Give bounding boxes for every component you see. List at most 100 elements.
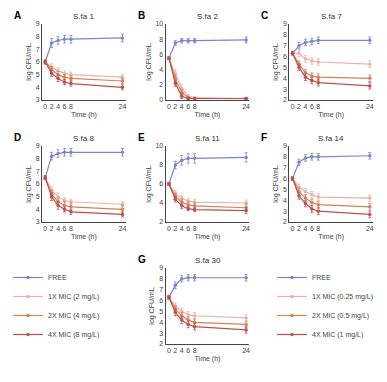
svg-text:24: 24: [366, 103, 374, 110]
svg-text:S.fa 8: S.fa 8: [73, 134, 94, 143]
svg-text:S.fa 7: S.fa 7: [321, 12, 342, 21]
svg-text:9: 9: [36, 20, 40, 27]
svg-text:6: 6: [36, 58, 40, 65]
svg-text:4X MIC (8 mg/L): 4X MIC (8 mg/L): [48, 331, 99, 339]
svg-text:4: 4: [159, 66, 163, 73]
svg-text:9: 9: [283, 142, 287, 149]
svg-text:4: 4: [159, 199, 163, 206]
svg-text:24: 24: [119, 103, 127, 110]
svg-text:2: 2: [159, 81, 163, 88]
svg-text:Time (h): Time (h): [318, 111, 344, 119]
svg-text:2X MIC (0.5 mg/L): 2X MIC (0.5 mg/L): [312, 312, 369, 320]
svg-text:4: 4: [283, 75, 287, 82]
svg-text:9: 9: [36, 142, 40, 149]
svg-text:6: 6: [63, 225, 67, 232]
svg-text:5: 5: [36, 71, 40, 78]
svg-text:log CFU/mL: log CFU/mL: [25, 165, 33, 202]
svg-text:8: 8: [36, 155, 40, 162]
svg-text:2: 2: [50, 225, 54, 232]
svg-text:5: 5: [36, 193, 40, 200]
svg-text:log CFU/mL: log CFU/mL: [145, 165, 153, 202]
svg-text:S.fa 1: S.fa 1: [73, 12, 94, 21]
svg-text:0: 0: [43, 103, 47, 110]
svg-text:6: 6: [310, 225, 314, 232]
svg-text:2X MIC (4 mg/L): 2X MIC (4 mg/L): [48, 312, 99, 320]
svg-text:4: 4: [303, 225, 307, 232]
svg-text:3: 3: [159, 330, 163, 337]
svg-text:4: 4: [56, 225, 60, 232]
svg-text:8: 8: [193, 103, 197, 110]
svg-text:0: 0: [167, 347, 171, 354]
svg-text:0: 0: [167, 103, 171, 110]
svg-text:8: 8: [193, 225, 197, 232]
svg-text:2: 2: [283, 96, 287, 103]
svg-text:1X MIC (2 mg/L): 1X MIC (2 mg/L): [48, 293, 99, 301]
svg-text:D: D: [14, 132, 21, 143]
svg-text:F: F: [261, 132, 267, 143]
svg-text:4X MIC (1 mg/L): 4X MIC (1 mg/L): [312, 331, 363, 339]
svg-text:2: 2: [283, 218, 287, 225]
svg-text:10: 10: [155, 20, 163, 27]
svg-text:2: 2: [173, 225, 177, 232]
svg-text:3: 3: [283, 208, 287, 215]
svg-text:log CFU/mL: log CFU/mL: [272, 165, 280, 202]
svg-text:4: 4: [36, 206, 40, 213]
svg-text:8: 8: [316, 225, 320, 232]
svg-text:6: 6: [159, 180, 163, 187]
svg-text:C: C: [261, 10, 268, 21]
svg-text:G: G: [138, 254, 146, 265]
svg-text:24: 24: [242, 347, 250, 354]
svg-text:5: 5: [283, 64, 287, 71]
svg-text:6: 6: [159, 51, 163, 58]
svg-text:8: 8: [316, 103, 320, 110]
svg-text:3: 3: [36, 218, 40, 225]
svg-text:2: 2: [159, 340, 163, 347]
svg-text:5: 5: [159, 308, 163, 315]
svg-text:4: 4: [56, 103, 60, 110]
svg-text:8: 8: [69, 103, 73, 110]
svg-text:log CFU/mL: log CFU/mL: [145, 43, 153, 80]
svg-text:log CFU/mL: log CFU/mL: [25, 43, 33, 80]
svg-text:6: 6: [159, 297, 163, 304]
svg-text:2: 2: [173, 103, 177, 110]
svg-text:Time (h): Time (h): [195, 233, 221, 241]
svg-text:8: 8: [193, 347, 197, 354]
svg-text:0: 0: [291, 225, 295, 232]
svg-text:24: 24: [242, 103, 250, 110]
svg-text:log CFU/mL: log CFU/mL: [272, 43, 280, 80]
svg-text:B: B: [138, 10, 145, 21]
svg-text:4: 4: [180, 103, 184, 110]
svg-text:9: 9: [283, 20, 287, 27]
svg-text:8: 8: [159, 36, 163, 43]
svg-text:S.fa 30: S.fa 30: [195, 256, 221, 265]
svg-text:0: 0: [291, 103, 295, 110]
svg-text:8: 8: [159, 161, 163, 168]
svg-text:7: 7: [36, 168, 40, 175]
svg-text:4: 4: [180, 347, 184, 354]
svg-text:4: 4: [283, 197, 287, 204]
svg-text:24: 24: [242, 225, 250, 232]
svg-text:4: 4: [159, 319, 163, 326]
svg-text:10: 10: [155, 142, 163, 149]
svg-text:3: 3: [36, 96, 40, 103]
svg-text:2: 2: [173, 347, 177, 354]
svg-text:5: 5: [283, 186, 287, 193]
svg-text:Time (h): Time (h): [318, 233, 344, 241]
svg-text:2: 2: [159, 218, 163, 225]
svg-text:0: 0: [43, 225, 47, 232]
svg-text:FREE: FREE: [312, 274, 331, 281]
svg-text:6: 6: [283, 175, 287, 182]
svg-text:8: 8: [283, 153, 287, 160]
svg-text:2: 2: [297, 225, 301, 232]
svg-text:FREE: FREE: [48, 274, 67, 281]
svg-text:7: 7: [36, 46, 40, 53]
svg-text:7: 7: [159, 286, 163, 293]
svg-text:24: 24: [119, 225, 127, 232]
svg-text:6: 6: [186, 347, 190, 354]
svg-text:6: 6: [36, 180, 40, 187]
svg-text:6: 6: [186, 225, 190, 232]
svg-text:6: 6: [310, 103, 314, 110]
svg-text:8: 8: [69, 225, 73, 232]
svg-text:Time (h): Time (h): [195, 111, 221, 119]
svg-text:8: 8: [36, 33, 40, 40]
